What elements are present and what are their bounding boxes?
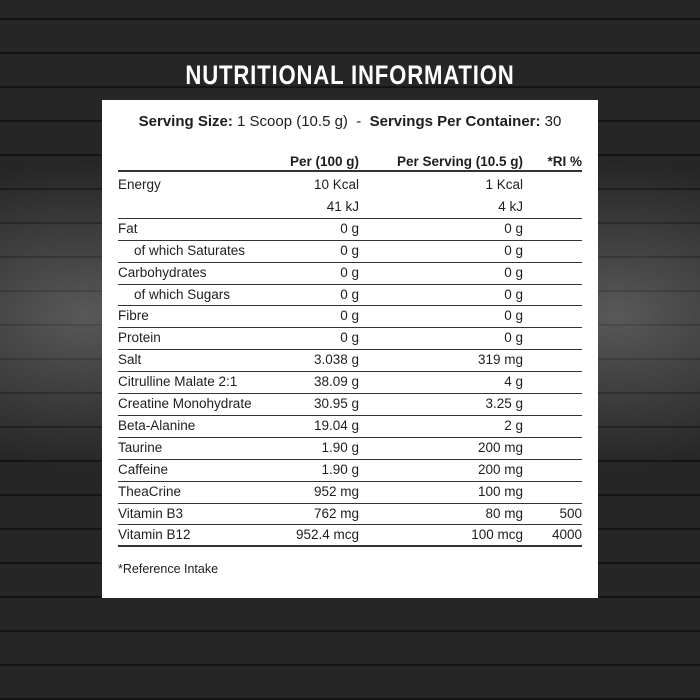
row-name: Beta-Alanine — [118, 417, 196, 433]
per-100g: 1.90 g — [321, 461, 359, 477]
row-name: Protein — [118, 330, 161, 346]
rule — [118, 170, 582, 172]
rule — [118, 502, 582, 504]
per-serving: 200 mg — [477, 439, 523, 455]
rule — [118, 436, 582, 438]
row-name: Creatine Monohydrate — [118, 396, 252, 411]
per-serving: 0 g — [504, 286, 523, 302]
footnote: *Reference Intake — [118, 562, 219, 576]
row-name: Fat — [118, 220, 138, 236]
rule — [118, 261, 582, 263]
per-serving: 100 mg — [477, 483, 523, 499]
separator: - — [356, 113, 362, 130]
per-100g: 10 Kcal — [313, 177, 359, 192]
per-serving: 80 mg — [485, 505, 523, 521]
row-name: Vitamin B12 — [118, 527, 191, 543]
per-100g: 0 g — [340, 242, 359, 258]
rule — [118, 545, 582, 548]
ri: 500 — [559, 505, 582, 521]
per-100g: 0 g — [340, 286, 359, 302]
per-serving: 4 g — [504, 374, 523, 390]
row-name: Carbohydrates — [118, 264, 207, 280]
per-serving: 0 g — [504, 242, 523, 258]
rule — [118, 239, 582, 241]
serving-line: Serving Size: 1 Scoop (10.5 g) - Serving… — [0, 111, 700, 133]
per-serving: 100 mcg — [471, 527, 523, 543]
per-100g: 1.90 g — [321, 439, 359, 455]
per-100g: 952.4 mcg — [295, 527, 359, 543]
per-serving: 1 Kcal — [485, 177, 523, 192]
ri: 4000 — [551, 527, 582, 543]
per-100g: 30.95 g — [313, 396, 359, 411]
rule — [118, 217, 582, 219]
row-name: Salt — [118, 352, 142, 368]
per-100g: 0 g — [340, 264, 359, 280]
per-100g: 0 g — [340, 220, 359, 236]
title: NUTRITIONAL INFORMATION — [185, 60, 515, 90]
row-name: Fibre — [118, 308, 149, 324]
row-name: Citrulline Malate 2:1 — [118, 374, 238, 390]
column-header: *RI % — [547, 154, 582, 169]
per-100g: 19.04 g — [313, 417, 359, 433]
column-header: Per Serving (10.5 g) — [396, 154, 523, 169]
per-serving: 0 g — [504, 308, 523, 324]
rule — [118, 305, 582, 307]
serving-size-label: Serving Size: — [138, 113, 233, 130]
per-100g: 41 kJ — [326, 198, 359, 214]
row-name: Energy — [118, 177, 161, 192]
per-100g: 38.09 g — [313, 374, 359, 390]
per-100g: 0 g — [340, 330, 359, 346]
per-serving: 2 g — [504, 417, 523, 433]
rule — [118, 480, 582, 482]
per-serving: 0 g — [504, 330, 523, 346]
per-100g: 0 g — [340, 308, 359, 324]
row-name: Taurine — [118, 439, 163, 455]
per-100g: 762 mg — [313, 505, 359, 521]
row-name: of which Sugars — [134, 286, 231, 302]
per-100g: 3.038 g — [313, 352, 359, 368]
per-serving: 3.25 g — [485, 396, 523, 411]
rule — [118, 393, 582, 394]
rule — [118, 283, 582, 285]
rule — [118, 524, 582, 526]
rule — [118, 349, 582, 351]
serving-size: 1 Scoop (10.5 g) — [237, 113, 348, 130]
per-serving: 4 kJ — [498, 198, 523, 214]
per-serving: 0 g — [504, 264, 523, 280]
per-100g: 952 mg — [313, 483, 359, 499]
per-serving: 200 mg — [477, 461, 523, 477]
row-name: of which Saturates — [134, 242, 246, 258]
row-name: TheaCrine — [118, 483, 182, 499]
rule — [118, 371, 582, 373]
servings-count: 30 — [544, 113, 562, 130]
row-name: Vitamin B3 — [118, 505, 184, 521]
per-serving: 0 g — [504, 220, 523, 236]
rule — [118, 327, 582, 329]
per-serving: 319 mg — [477, 352, 523, 368]
rule — [118, 414, 582, 416]
column-header: Per (100 g) — [289, 154, 359, 169]
servings-label: Servings Per Container: — [369, 113, 541, 130]
rule — [118, 458, 582, 460]
row-name: Caffeine — [118, 461, 169, 477]
panel — [102, 100, 598, 598]
